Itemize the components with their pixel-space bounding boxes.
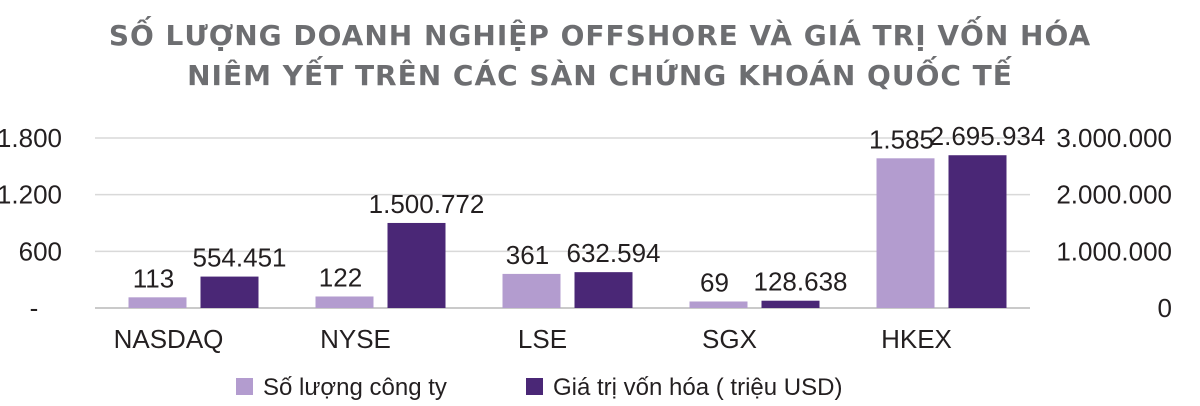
data-label-market-cap-hkex: 2.695.934 (930, 121, 1046, 151)
right-tick-label: 1.000.000 (1056, 236, 1172, 266)
category-label-hkex: HKEX (881, 324, 952, 354)
category-label-nyse: NYSE (320, 324, 391, 354)
left-axis: - 600 1.200 1.800 (0, 123, 62, 323)
legend-label-company-count: Số lượng công ty (263, 374, 447, 401)
data-label-market-cap-sgx: 128.638 (754, 267, 848, 297)
data-label-company-count-sgx: 69 (700, 267, 729, 297)
bar-market-cap-nyse (387, 222, 446, 308)
bar-company-count-lse (502, 273, 561, 308)
category-axis: NASDAQ NYSE LSE SGX HKEX (114, 324, 952, 354)
bar-company-count-nasdaq (128, 297, 187, 308)
bar-market-cap-lse (574, 272, 633, 308)
bar-market-cap-nasdaq (200, 276, 259, 308)
chart-title-line-1: SỐ LƯỢNG DOANH NGHIỆP OFFSHORE VÀ GIÁ TR… (109, 14, 1091, 52)
bar-market-cap-sgx (761, 300, 820, 308)
bar-company-count-nyse (315, 296, 374, 308)
bar-company-count-sgx (689, 301, 748, 308)
chart-title: SỐ LƯỢNG DOANH NGHIỆP OFFSHORE VÀ GIÁ TR… (109, 14, 1091, 92)
chart-title-line-2: NIÊM YẾT TRÊN CÁC SÀN CHỨNG KHOÁN QUỐC T… (187, 54, 1013, 92)
right-tick-label: 3.000.000 (1056, 123, 1172, 153)
right-tick-label: 0 (1158, 293, 1172, 323)
legend-label-market-cap: Giá trị vốn hóa ( triệu USD) (553, 374, 842, 401)
category-label-lse: LSE (518, 324, 567, 354)
category-label-nasdaq: NASDAQ (114, 324, 224, 354)
left-tick-label: 1.200 (0, 180, 62, 210)
category-label-sgx: SGX (702, 324, 757, 354)
bar-market-cap-hkex (948, 155, 1007, 308)
legend: Số lượng công ty Giá trị vốn hóa ( triệu … (236, 374, 842, 401)
data-label-company-count-nyse: 122 (319, 262, 362, 292)
data-label-market-cap-nyse: 1.500.772 (369, 189, 485, 219)
right-tick-label: 2.000.000 (1056, 180, 1172, 210)
left-tick-label: - (30, 293, 39, 323)
left-tick-label: 1.800 (0, 123, 62, 153)
data-label-market-cap-nasdaq: 554.451 (193, 243, 287, 273)
data-labels: 113 554.451 122 1.500.772 361 632.594 69 128.63… (133, 121, 1046, 297)
left-tick-label: 600 (19, 236, 62, 266)
data-label-company-count-hkex: 1.585 (869, 124, 934, 154)
bar-company-count-hkex (876, 158, 935, 308)
data-label-company-count-lse: 361 (506, 240, 549, 270)
data-label-company-count-nasdaq: 113 (133, 263, 174, 293)
data-label-market-cap-lse: 632.594 (567, 238, 661, 268)
bars (128, 155, 1007, 308)
legend-swatch-market-cap (526, 378, 543, 395)
right-axis: 0 1.000.000 2.000.000 3.000.000 (1056, 123, 1172, 323)
legend-swatch-company-count (236, 378, 253, 395)
